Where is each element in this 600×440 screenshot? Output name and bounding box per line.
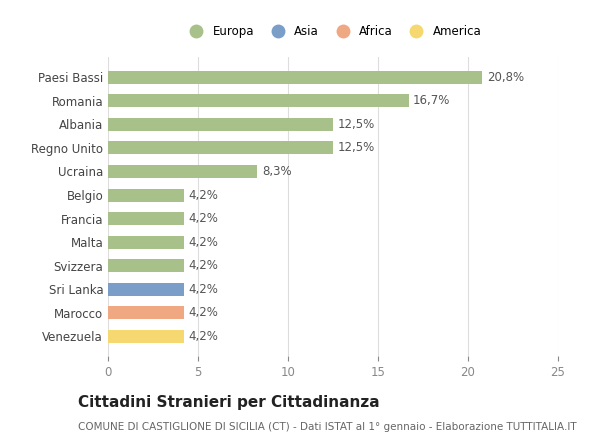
Bar: [108, 141, 333, 154]
Text: Cittadini Stranieri per Cittadinanza: Cittadini Stranieri per Cittadinanza: [78, 395, 380, 410]
Bar: [108, 165, 257, 178]
Bar: [108, 330, 184, 343]
Bar: [108, 94, 409, 107]
Bar: [108, 71, 482, 84]
Bar: [108, 212, 184, 225]
Bar: [108, 259, 184, 272]
Bar: [108, 283, 184, 296]
Text: COMUNE DI CASTIGLIONE DI SICILIA (CT) - Dati ISTAT al 1° gennaio - Elaborazione : COMUNE DI CASTIGLIONE DI SICILIA (CT) - …: [78, 422, 577, 433]
Text: 20,8%: 20,8%: [487, 71, 524, 84]
Text: 12,5%: 12,5%: [337, 118, 375, 131]
Text: 4,2%: 4,2%: [188, 259, 218, 272]
Legend: Europa, Asia, Africa, America: Europa, Asia, Africa, America: [181, 21, 485, 41]
Text: 4,2%: 4,2%: [188, 306, 218, 319]
Text: 16,7%: 16,7%: [413, 94, 451, 107]
Text: 4,2%: 4,2%: [188, 212, 218, 225]
Text: 8,3%: 8,3%: [262, 165, 292, 178]
Text: 4,2%: 4,2%: [188, 283, 218, 296]
Bar: [108, 118, 333, 131]
Text: 12,5%: 12,5%: [337, 141, 375, 154]
Bar: [108, 236, 184, 249]
Text: 4,2%: 4,2%: [188, 330, 218, 343]
Text: 4,2%: 4,2%: [188, 188, 218, 202]
Bar: [108, 189, 184, 202]
Text: 4,2%: 4,2%: [188, 236, 218, 249]
Bar: [108, 306, 184, 319]
